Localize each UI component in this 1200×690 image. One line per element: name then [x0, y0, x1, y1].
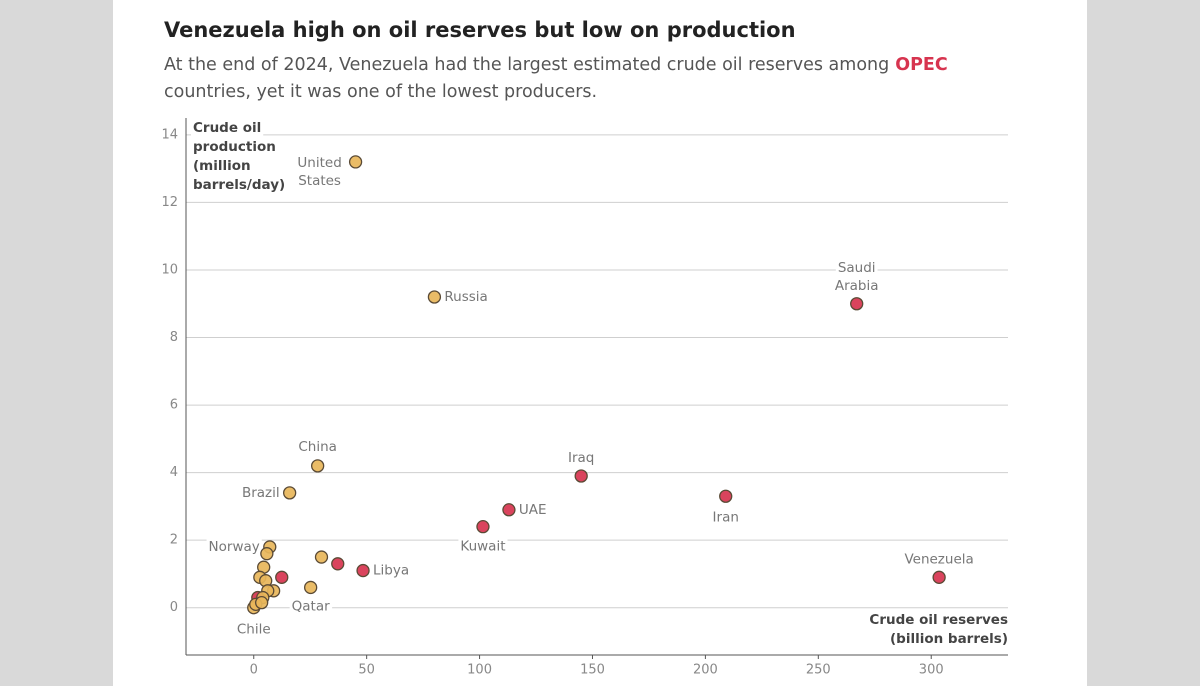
label-bg [566, 450, 597, 466]
labels: Crude oil production (million barrels/day) C… [191, 120, 1010, 647]
label-bg [887, 631, 1010, 647]
label-bg [442, 289, 490, 305]
y-axis-label: Crude oil [193, 120, 261, 136]
y-tick-label: 6 [170, 398, 178, 413]
point-label: Libya [373, 563, 409, 579]
x-tick-label: 250 [806, 663, 831, 678]
x-tick-label: 300 [919, 663, 944, 678]
point [260, 547, 274, 561]
y-axis-label: (million [193, 158, 251, 174]
subtitle: countries, yet it was one of the lowest … [164, 82, 597, 102]
point-label: China [298, 439, 337, 455]
point-label: Chile [237, 622, 271, 638]
point-label: Brazil [242, 485, 280, 501]
point-label: Arabia [835, 278, 879, 294]
label-bg [832, 277, 881, 294]
point-label: Qatar [292, 598, 330, 614]
point [476, 520, 490, 534]
x-tick-label: 50 [358, 663, 375, 678]
label-bg [234, 621, 273, 638]
label-bg [206, 538, 262, 555]
point-label: UAE [519, 502, 547, 518]
point-label: Iran [713, 509, 739, 525]
point [311, 459, 325, 473]
panel [113, 0, 1087, 686]
point [356, 563, 370, 578]
label-bg [239, 484, 282, 501]
label-bg [191, 139, 278, 155]
label-bg [296, 438, 339, 455]
x-tick-label: 0 [250, 663, 258, 678]
point [275, 570, 289, 584]
point [283, 486, 297, 500]
grid: 0 2 4 6 8 10 12 14 0 50 100 150 200 250 300 [161, 127, 1008, 678]
point-label: States [298, 173, 341, 189]
point [331, 557, 345, 571]
label-bg [191, 177, 288, 193]
point [932, 570, 946, 584]
y-tick-label: 14 [161, 127, 178, 142]
point-label: Kuwait [460, 539, 505, 555]
subtitle-highlight: OPEC [895, 55, 948, 75]
label-bg [835, 259, 878, 276]
label-bg [371, 562, 412, 579]
point [314, 550, 329, 564]
point-label: Iraq [568, 450, 594, 466]
point [304, 580, 318, 595]
label-bg [295, 154, 344, 171]
subtitle: At the end of 2024, Venezuela had the la… [164, 55, 948, 75]
points [247, 155, 946, 615]
label-bg [710, 509, 741, 526]
point-label: Saudi [838, 260, 876, 276]
x-axis-label: Crude oil reserves [869, 612, 1008, 628]
point [255, 596, 269, 610]
y-axis-label: barrels/day) [193, 177, 285, 193]
y-tick-label: 12 [161, 195, 178, 210]
point [502, 503, 516, 517]
label-bg [902, 551, 976, 568]
point [850, 297, 864, 311]
y-tick-label: 0 [170, 600, 178, 615]
point [719, 489, 733, 503]
point-label: Norway [209, 539, 260, 555]
label-bg [191, 120, 264, 136]
y-tick-label: 8 [170, 330, 178, 345]
chart-title: Venezuela high on oil reserves but low o… [164, 18, 796, 42]
y-axis-label: production [193, 139, 276, 155]
point [574, 469, 588, 483]
x-tick-label: 150 [580, 663, 605, 678]
point [348, 155, 363, 169]
point-label: Venezuela [904, 551, 973, 567]
label-bg [289, 598, 333, 615]
y-tick-label: 2 [170, 533, 178, 548]
subtitle-text: At the end of 2024, Venezuela had the la… [164, 55, 889, 75]
point-label: United [297, 155, 341, 171]
label-bg [458, 538, 508, 555]
y-tick-label: 4 [170, 465, 178, 480]
label-bg [516, 501, 549, 518]
point [427, 290, 442, 304]
label-bg [867, 612, 1010, 628]
point-label: Russia [444, 289, 487, 305]
label-bg [296, 172, 343, 189]
x-tick-label: 100 [467, 663, 492, 678]
x-axis-label: (billion barrels) [890, 631, 1008, 647]
x-tick-label: 200 [693, 663, 718, 678]
label-bg [191, 158, 253, 174]
y-tick-label: 10 [161, 262, 178, 277]
